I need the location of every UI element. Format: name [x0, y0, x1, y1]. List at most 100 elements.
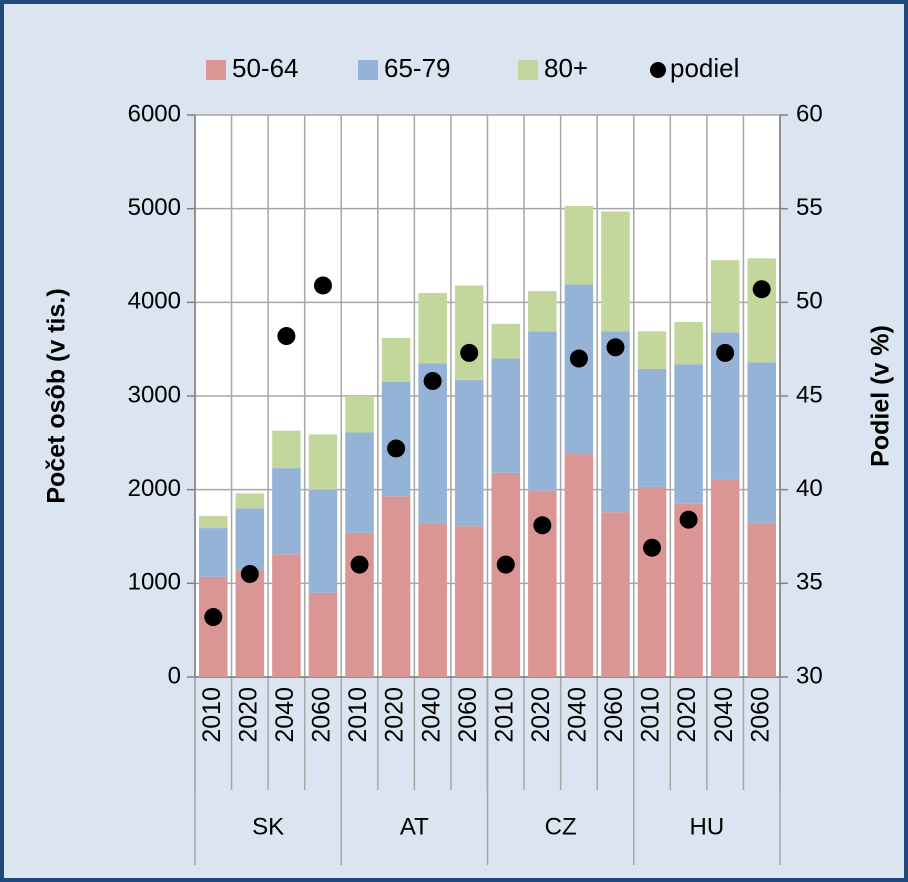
- y-tick-label: 3000: [128, 381, 181, 408]
- bar: [272, 468, 301, 555]
- bar: [381, 337, 411, 382]
- y-tick-label: 0: [168, 662, 181, 689]
- x-tick-label: 2040: [564, 687, 592, 743]
- bar: [491, 358, 521, 473]
- y-tick-label: 2000: [128, 475, 181, 502]
- y-axis-title: Počet osôb (v tis.): [43, 288, 71, 503]
- legend-label: 65-79: [384, 53, 451, 83]
- bar: [747, 258, 776, 363]
- bar: [747, 523, 776, 677]
- point: [423, 372, 442, 391]
- bar: [637, 368, 667, 487]
- bar: [674, 322, 703, 365]
- x-tick-label: 2010: [637, 687, 665, 743]
- bar: [345, 432, 374, 533]
- point: [204, 608, 223, 627]
- point: [387, 439, 406, 458]
- bar: [528, 331, 557, 491]
- bar: [272, 554, 301, 677]
- x-tick-label: 2020: [234, 687, 262, 743]
- legend-swatch: [206, 60, 226, 80]
- bar: [345, 396, 374, 433]
- bar: [199, 515, 228, 529]
- point: [752, 280, 771, 299]
- point: [533, 516, 552, 535]
- bar: [199, 528, 228, 577]
- point: [350, 555, 369, 574]
- y2-tick-label: 60: [796, 100, 823, 127]
- bar: [235, 508, 265, 570]
- y-tick-label: 5000: [128, 194, 181, 221]
- x-tick-label: 2040: [271, 687, 299, 743]
- legend-swatch: [358, 60, 378, 80]
- group-label: AT: [400, 813, 429, 840]
- bar: [564, 454, 594, 677]
- x-tick-label: 2010: [198, 687, 226, 743]
- bar: [674, 503, 703, 677]
- bar: [454, 285, 484, 381]
- x-tick-label: 2010: [490, 687, 518, 743]
- bar: [308, 489, 338, 593]
- group-label: HU: [690, 813, 725, 840]
- bar: [528, 291, 557, 332]
- x-tick-label: 2020: [527, 687, 555, 743]
- bar: [637, 331, 667, 369]
- bar: [199, 576, 228, 677]
- bar: [235, 493, 265, 509]
- bar: [381, 381, 411, 497]
- y2-tick-label: 45: [796, 381, 823, 408]
- legend-label: podiel: [670, 53, 739, 83]
- bar: [491, 472, 521, 677]
- legend-label: 50-64: [232, 53, 299, 83]
- point: [460, 343, 479, 362]
- bar: [564, 205, 594, 285]
- bar: [637, 486, 667, 677]
- x-tick-label: 2020: [381, 687, 409, 743]
- y2-axis-title: Podiel (v %): [867, 325, 895, 467]
- point: [679, 510, 698, 529]
- bar: [601, 512, 630, 677]
- y2-tick-label: 30: [796, 662, 823, 689]
- point: [643, 538, 662, 557]
- bar: [381, 496, 411, 677]
- bar: [747, 362, 776, 524]
- x-tick-label: 2060: [308, 687, 336, 743]
- y-tick-label: 4000: [128, 288, 181, 315]
- x-tick-label: 2020: [673, 687, 701, 743]
- point: [606, 338, 625, 357]
- legend-marker: [650, 62, 666, 78]
- x-tick-label: 2060: [600, 687, 628, 743]
- group-label: SK: [252, 813, 284, 840]
- bar: [308, 592, 338, 677]
- bar: [235, 569, 265, 677]
- y2-tick-label: 40: [796, 475, 823, 502]
- bar: [491, 323, 521, 359]
- bar: [272, 430, 301, 469]
- bar: [454, 526, 484, 677]
- bar: [601, 211, 630, 332]
- bar: [454, 380, 484, 527]
- bar: [564, 284, 594, 455]
- bar: [418, 523, 447, 677]
- legend-label: 80+: [544, 53, 588, 83]
- point: [277, 327, 296, 346]
- y-tick-label: 1000: [128, 569, 181, 596]
- bar: [345, 532, 374, 677]
- bar: [308, 434, 338, 490]
- bar: [418, 292, 447, 364]
- x-tick-label: 2040: [417, 687, 445, 743]
- point: [569, 349, 588, 368]
- x-tick-label: 2060: [454, 687, 482, 743]
- y2-tick-label: 55: [796, 194, 823, 221]
- bar: [710, 479, 740, 677]
- legend-swatch: [518, 60, 538, 80]
- bar: [601, 331, 630, 513]
- x-tick-label: 2040: [710, 687, 738, 743]
- y2-tick-label: 50: [796, 288, 823, 315]
- x-tick-label: 2060: [746, 687, 774, 743]
- bar: [674, 364, 703, 504]
- y2-tick-label: 35: [796, 569, 823, 596]
- group-label: CZ: [545, 813, 577, 840]
